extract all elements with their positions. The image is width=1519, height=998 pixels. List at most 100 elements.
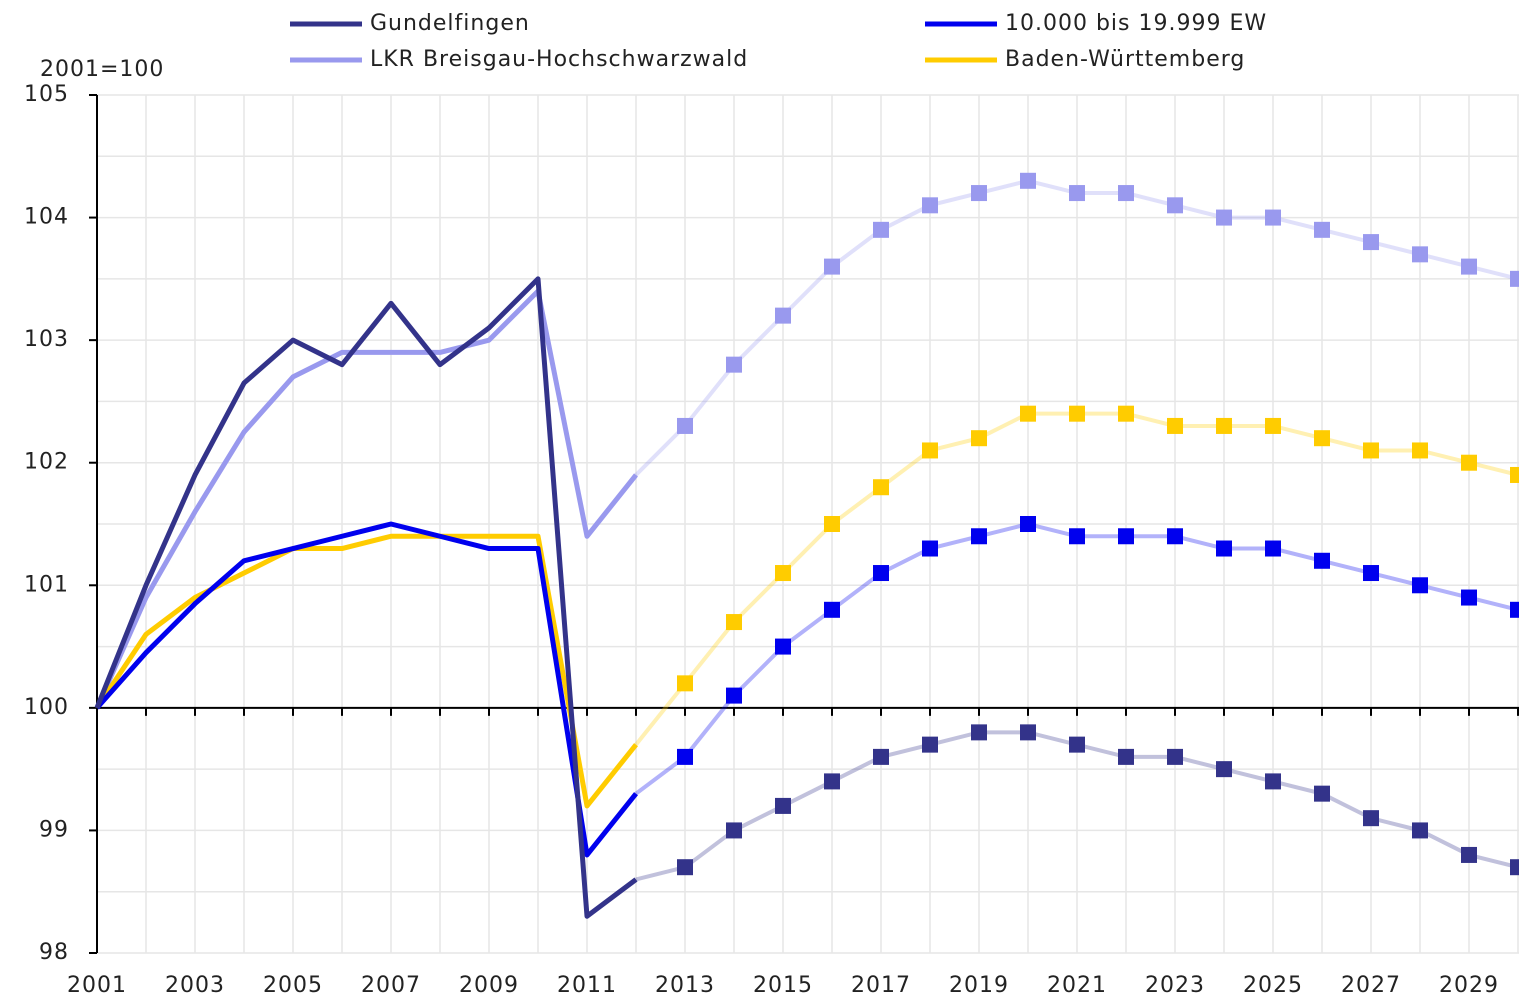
- projection-marker: [971, 430, 987, 447]
- projection-marker: [1167, 417, 1183, 434]
- projection-marker: [1069, 736, 1085, 753]
- legend-label: Baden-Württemberg: [1005, 47, 1245, 72]
- projection-marker: [726, 687, 742, 704]
- projection-marker: [922, 442, 938, 459]
- projection-marker: [677, 748, 693, 765]
- projection-marker: [677, 417, 693, 434]
- projection-marker: [726, 822, 742, 839]
- legend-label: Gundelfingen: [370, 11, 530, 36]
- y-axis-label: 2001=100: [40, 57, 164, 82]
- projection-marker: [1314, 430, 1330, 447]
- x-tick-label: 2017: [851, 973, 911, 998]
- projection-marker: [1216, 209, 1232, 226]
- y-tick-label: 104: [24, 205, 69, 230]
- series-line: [94, 276, 638, 919]
- series-line: [94, 288, 638, 709]
- projection-marker: [1363, 234, 1379, 251]
- projection-marker: [1461, 589, 1477, 606]
- projection-marker: [726, 356, 742, 373]
- projection-marker: [971, 724, 987, 741]
- y-tick-label: 99: [39, 817, 69, 842]
- x-tick-label: 2023: [1145, 973, 1205, 998]
- legend-label: 10.000 bis 19.999 EW: [1005, 11, 1267, 36]
- projection-marker: [775, 638, 791, 655]
- projection-marker: [775, 797, 791, 814]
- projection-marker: [1118, 528, 1134, 545]
- x-tick-label: 2009: [459, 973, 519, 998]
- y-tick-label: 105: [24, 82, 69, 107]
- series-line: [95, 521, 638, 858]
- projection-marker: [873, 221, 889, 238]
- projection-marker: [1461, 258, 1477, 275]
- projection-marker: [1069, 185, 1085, 202]
- projection-marker: [1020, 724, 1036, 741]
- projection-marker: [1167, 528, 1183, 545]
- projection-marker: [1216, 417, 1232, 434]
- x-tick-label: 2005: [263, 973, 323, 998]
- x-tick-label: 2003: [165, 973, 225, 998]
- projection-marker: [1314, 221, 1330, 238]
- projection-marker: [824, 516, 840, 532]
- projection-marker: [1265, 540, 1281, 557]
- series-line: [94, 533, 638, 809]
- y-tick-label: 98: [39, 940, 69, 965]
- x-tick-label: 2013: [655, 973, 715, 998]
- y-tick-label: 101: [24, 572, 69, 597]
- projection-marker: [1461, 454, 1477, 471]
- projection-marker: [1510, 859, 1519, 876]
- projection-marker: [824, 773, 840, 790]
- projection-marker: [971, 528, 987, 545]
- y-tick-label: 100: [24, 695, 69, 720]
- projection-marker: [677, 675, 693, 692]
- y-tick-label: 102: [24, 450, 69, 475]
- projection-marker: [1363, 565, 1379, 582]
- x-tick-label: 2021: [1047, 973, 1107, 998]
- projection-marker: [1167, 197, 1183, 214]
- projection-marker: [873, 748, 889, 765]
- x-tick-label: 2007: [361, 973, 421, 998]
- x-tick-label: 2025: [1243, 973, 1303, 998]
- x-tick-label: 2015: [753, 973, 813, 998]
- projection-marker: [775, 565, 791, 582]
- projection-marker: [1412, 577, 1428, 594]
- projection-marker: [824, 601, 840, 618]
- projection-marker: [1020, 405, 1036, 422]
- projection-marker: [1265, 773, 1281, 790]
- projection-marker: [922, 540, 938, 557]
- projection-marker: [1314, 785, 1330, 802]
- x-tick-label: 2027: [1341, 973, 1401, 998]
- x-tick-label: 2001: [67, 973, 127, 998]
- projection-marker: [1118, 748, 1134, 765]
- projection-marker: [775, 307, 791, 324]
- projection-marker: [1118, 185, 1134, 202]
- projection-marker: [1216, 540, 1232, 557]
- projection-marker: [1118, 405, 1134, 422]
- projection-marker: [1510, 270, 1519, 287]
- projection-marker: [873, 479, 889, 496]
- projection-marker: [1363, 810, 1379, 827]
- x-tick-label: 2029: [1439, 973, 1499, 998]
- projection-marker: [922, 736, 938, 753]
- projection-marker: [1510, 466, 1519, 483]
- projection-marker: [1265, 417, 1281, 434]
- projection-marker: [677, 859, 693, 876]
- projection-marker: [1216, 761, 1232, 778]
- projection-marker: [971, 185, 987, 202]
- projection-marker: [1265, 209, 1281, 226]
- projection-marker: [1020, 172, 1036, 189]
- projection-marker: [1412, 822, 1428, 839]
- projection-marker: [1363, 442, 1379, 459]
- x-tick-label: 2019: [949, 973, 1009, 998]
- projection-marker: [1412, 442, 1428, 459]
- projection-marker: [1412, 246, 1428, 263]
- x-tick-label: 2011: [557, 973, 617, 998]
- projection-marker: [873, 565, 889, 582]
- projection-marker: [1461, 846, 1477, 863]
- projection-marker: [1069, 405, 1085, 422]
- projection-marker: [1167, 748, 1183, 765]
- projection-marker: [1020, 516, 1036, 532]
- y-tick-label: 103: [24, 327, 69, 352]
- projection-marker: [922, 197, 938, 214]
- projection-marker: [1314, 552, 1330, 569]
